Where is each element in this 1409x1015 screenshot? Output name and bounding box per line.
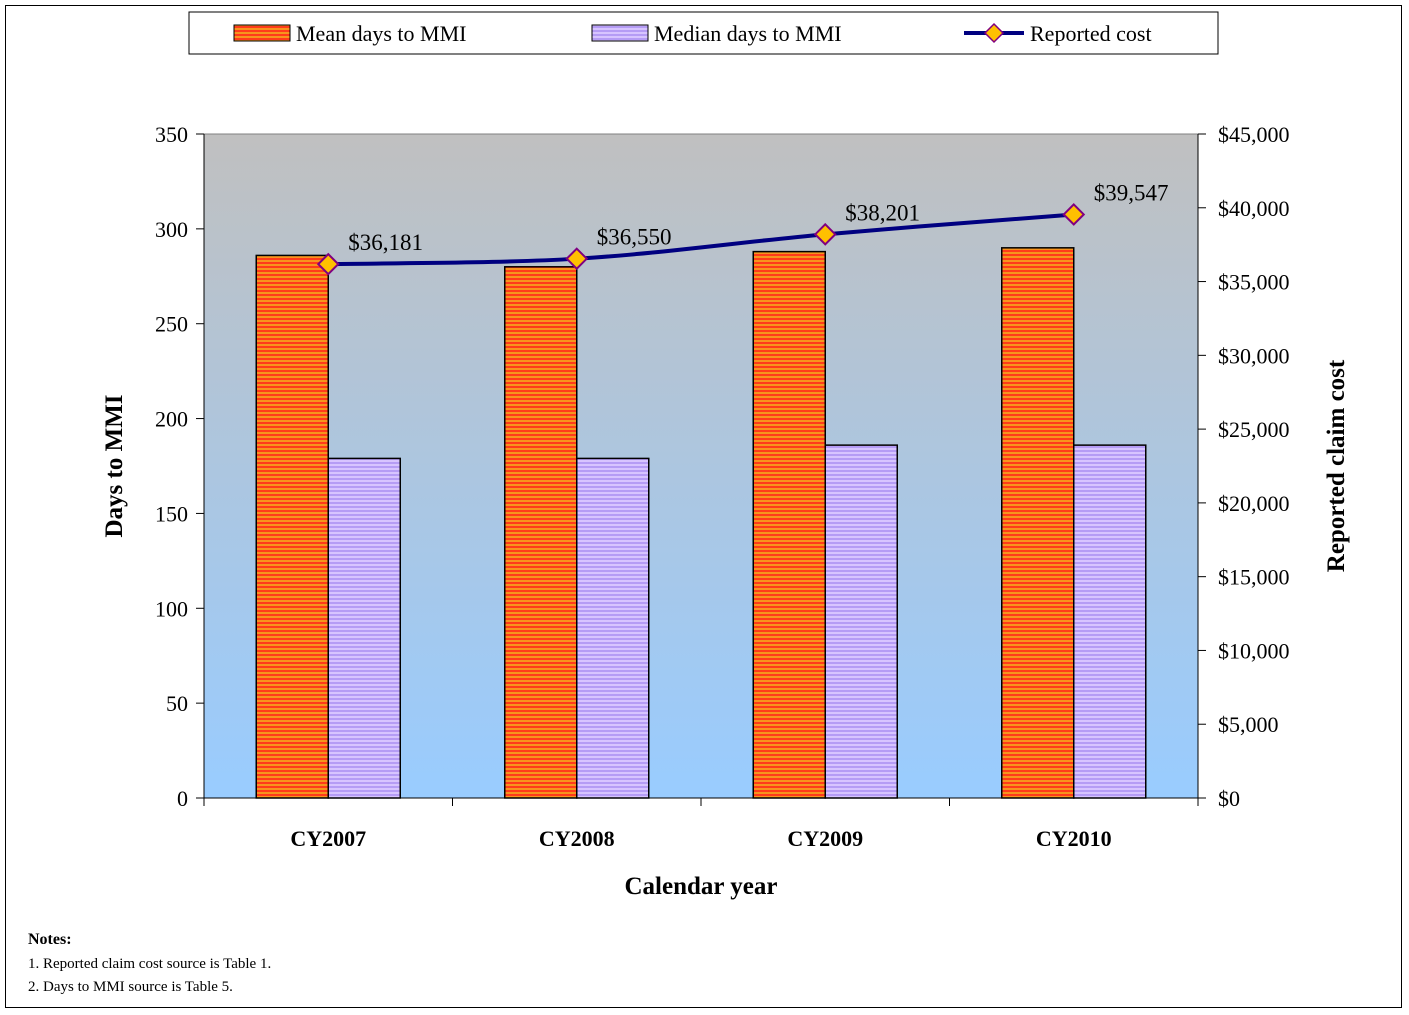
bar-mean-days: [1001, 247, 1075, 799]
y2-tick-label: $15,000: [1218, 565, 1290, 590]
y-tick-label: 50: [166, 691, 188, 716]
y-tick-label: 300: [155, 217, 188, 242]
cost-data-label: $39,547: [1094, 180, 1169, 205]
x-axis-title: Calendar year: [625, 873, 778, 900]
bar-median-days: [824, 444, 898, 799]
y2-axis-title: Reported claim cost: [1323, 359, 1350, 572]
y2-tick-label: $45,000: [1218, 122, 1290, 147]
bar-mean-days: [255, 254, 329, 799]
legend-swatch-median: [591, 24, 649, 42]
cost-data-label: $38,201: [845, 200, 920, 225]
y-tick-label: 350: [155, 122, 188, 147]
cost-point-marker: [316, 252, 340, 276]
x-tick-label: CY2007: [290, 826, 366, 851]
y-tick-label: 0: [177, 786, 188, 811]
bar-median-days: [1073, 444, 1147, 799]
legend-box: [188, 11, 1219, 55]
bar-median-days: [576, 457, 650, 799]
y-tick-label: 100: [155, 596, 188, 621]
y2-tick-label: $40,000: [1218, 196, 1290, 221]
cost-line-group: $36,181 $36,550 $38,201 $39,547: [316, 180, 1169, 276]
bar-mean-days: [752, 250, 826, 799]
cost-data-label: $36,181: [348, 230, 423, 255]
cost-point-marker: [565, 247, 589, 271]
cost-point-marker: [1062, 203, 1086, 226]
y2-tick-label: $20,000: [1218, 491, 1290, 516]
bar-mean-days: [504, 266, 578, 799]
y-tick-label: 150: [155, 501, 188, 526]
cost-line: [328, 212, 1074, 267]
y2-tick-label: $0: [1218, 786, 1240, 811]
x-tick-label: CY2008: [539, 826, 615, 851]
axes-group: 0 50 100 150 200 250 300 350 $0 $5,000 $10,000 $15,…: [155, 122, 1290, 851]
note-item: 1. Reported claim cost source is Table 1…: [28, 956, 272, 972]
legend-label-median: Median days to MMI: [654, 21, 842, 46]
legend: Mean days to MMI Median days to MMI Repo…: [188, 11, 1219, 55]
y2-tick-label: $30,000: [1218, 343, 1290, 368]
notes-title: Notes:: [28, 931, 72, 948]
y2-tick-label: $25,000: [1218, 417, 1290, 442]
legend-marker-cost: [983, 22, 1005, 44]
legend-swatch-mean: [233, 24, 291, 42]
cost-data-label: $36,550: [597, 225, 672, 250]
legend-label-cost: Reported cost: [1030, 21, 1152, 46]
cost-point-marker: [813, 222, 837, 246]
y-axis-title: Days to MMI: [101, 394, 128, 537]
chart-frame: [5, 5, 1402, 1008]
bar-median-days: [327, 457, 401, 799]
legend-label-mean: Mean days to MMI: [296, 21, 466, 46]
y2-tick-label: $5,000: [1218, 712, 1279, 737]
note-item: 2. Days to MMI source is Table 5.: [28, 979, 233, 995]
bars-group: [255, 247, 1147, 799]
x-tick-label: CY2009: [787, 826, 863, 851]
x-tick-label: CY2010: [1036, 826, 1112, 851]
y-tick-label: 250: [155, 312, 188, 337]
y2-tick-label: $35,000: [1218, 270, 1290, 295]
notes-section: Notes: 1. Reported claim cost source is …: [28, 928, 271, 999]
y-tick-label: 200: [155, 407, 188, 432]
y2-tick-label: $10,000: [1218, 638, 1290, 663]
